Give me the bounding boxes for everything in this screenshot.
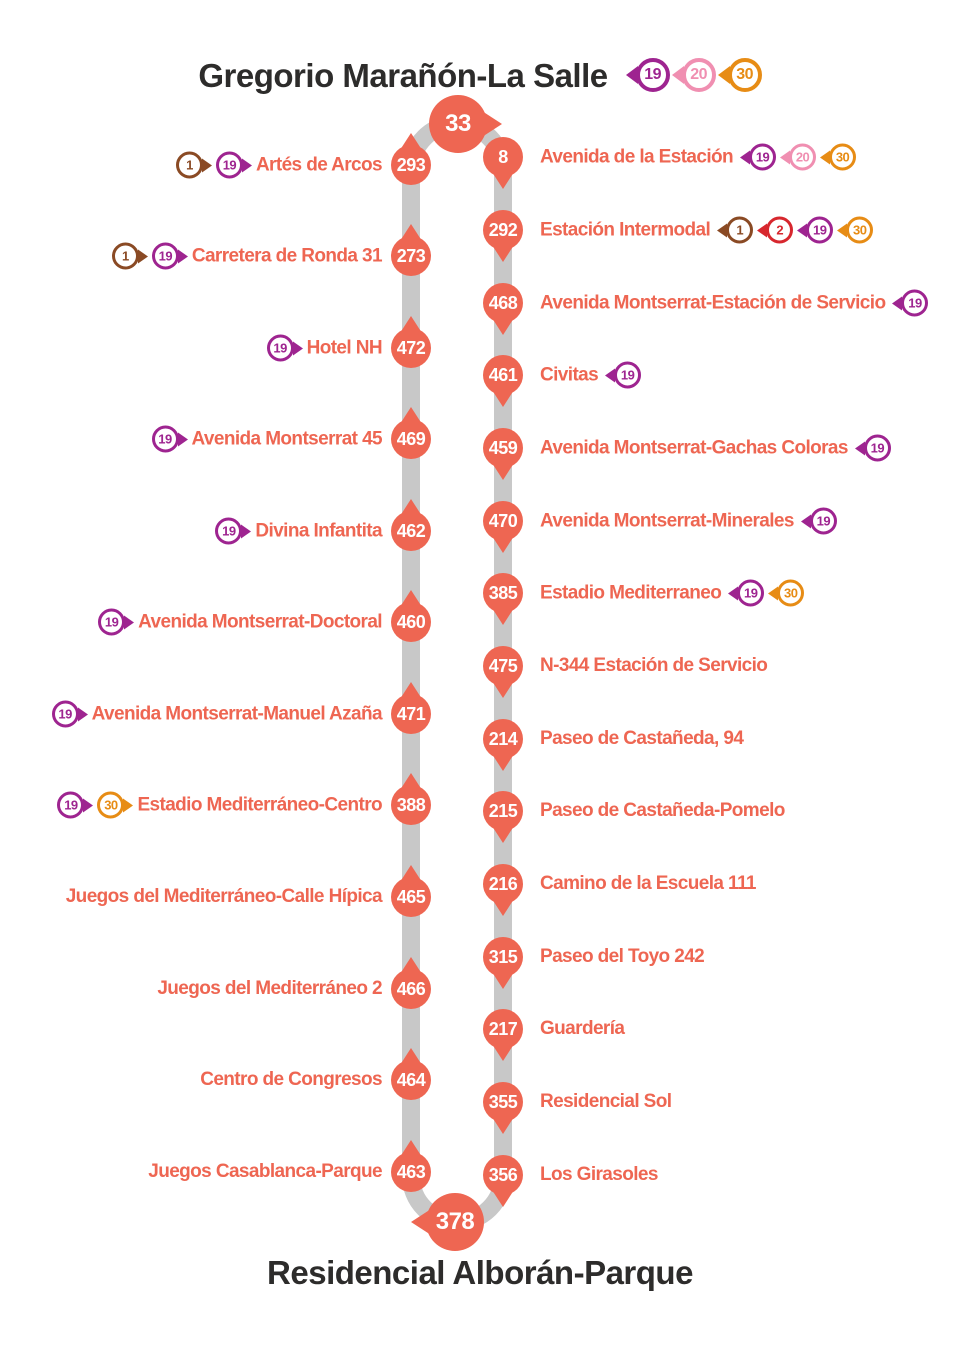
- line-19-badge: 19: [809, 507, 837, 535]
- stop-pin-472: 472: [391, 328, 431, 368]
- line-19-badge: 19: [266, 334, 294, 362]
- footer-terminus-title: Residencial Alborán-Parque: [267, 1254, 693, 1291]
- stop-name: Avenida Montserrat-Manuel Azaña: [91, 703, 383, 724]
- line-19-badge: 19: [98, 608, 126, 636]
- line-1-badge: 1: [175, 151, 203, 179]
- stop-pin-470: 470: [483, 501, 523, 541]
- stop-name: Estación Intermodal: [540, 219, 711, 240]
- line-19-badge: 19: [57, 791, 85, 819]
- stop-pin-388: 388: [391, 785, 431, 825]
- stop-pin-475: 475: [483, 646, 523, 686]
- stop-name: Civitas: [540, 364, 599, 385]
- line-19-badge: 19: [737, 579, 765, 607]
- line-30-badge: 30: [97, 791, 125, 819]
- header-terminus: Gregorio Marañón-La Salle 19 20 30: [0, 58, 960, 92]
- stop-pin-468: 468: [483, 283, 523, 323]
- line-30-badge: 30: [829, 143, 857, 171]
- line-19-badge: 19: [901, 289, 929, 317]
- stop-name: Artés de Arcos: [255, 154, 383, 175]
- line-19-badge: 19: [614, 361, 642, 389]
- stop-pin-385: 385: [483, 573, 523, 613]
- stop-pin-459: 459: [483, 428, 523, 468]
- stop-name: Estadio Mediterráneo-Centro: [137, 794, 382, 815]
- line-30-badge: 30: [727, 58, 762, 92]
- stop-name: Camino de la Escuela 111: [540, 873, 756, 894]
- stop-pin-466: 466: [391, 969, 431, 1009]
- stop-pin-292: 292: [483, 210, 523, 250]
- stop-pin-293: 293: [391, 145, 431, 185]
- line-1-badge: 1: [111, 242, 139, 270]
- stop-name: Paseo de Castañeda-Pomelo: [540, 800, 785, 821]
- line-19-badge: 19: [635, 58, 670, 92]
- stop-pin-378: 378: [426, 1193, 484, 1251]
- line-19-badge: 19: [863, 434, 891, 462]
- stop-pin-461: 461: [483, 355, 523, 395]
- line-20-badge: 20: [789, 143, 817, 171]
- stop-pin-469: 469: [391, 419, 431, 459]
- stop-pin-215: 215: [483, 791, 523, 831]
- stop-name: N-344 Estación de Servicio: [540, 655, 768, 676]
- stop-name: Avenida Montserrat-Minerales: [540, 510, 794, 531]
- stop-name: Hotel NH: [306, 337, 383, 358]
- stop-name: Los Girasoles: [540, 1164, 658, 1185]
- stop-name: Avenida Montserrat-Estación de Servicio: [540, 292, 886, 313]
- stop-name: Residencial Sol: [540, 1091, 672, 1112]
- line-19-badge: 19: [215, 151, 243, 179]
- line-2-badge: 2: [766, 216, 794, 244]
- line-19-badge: 19: [151, 242, 179, 270]
- stop-name: Carretera de Ronda 31: [191, 245, 383, 266]
- stop-name: Juegos Casablanca-Parque: [148, 1161, 382, 1182]
- stop-pin-33: 33: [429, 95, 487, 153]
- line-19-badge: 19: [215, 517, 243, 545]
- stop-name: Avenida Montserrat-Doctoral: [138, 611, 382, 632]
- stop-pin-214: 214: [483, 719, 523, 759]
- line-30-badge: 30: [846, 216, 874, 244]
- footer-terminus: Residencial Alborán-Parque: [0, 1256, 960, 1289]
- stop-pin-471: 471: [391, 694, 431, 734]
- stop-pin-273: 273: [391, 236, 431, 276]
- stop-pin-462: 462: [391, 511, 431, 551]
- line-19-badge: 19: [151, 425, 179, 453]
- stop-pin-460: 460: [391, 602, 431, 642]
- line-19-badge: 19: [51, 700, 79, 728]
- stop-name: Juegos del Mediterráneo-Calle Hípica: [65, 886, 383, 907]
- line-1-badge: 1: [726, 216, 754, 244]
- stop-name: Centro de Congresos: [200, 1069, 382, 1090]
- stop-name: Divina Infantita: [255, 520, 382, 541]
- stop-pin-315: 315: [483, 937, 523, 977]
- line-20-badge: 20: [681, 58, 716, 92]
- stop-name: Avenida Montserrat 45: [191, 428, 383, 449]
- stop-pin-356: 356: [483, 1155, 523, 1195]
- stop-pin-464: 464: [391, 1060, 431, 1100]
- stop-pin-463: 463: [391, 1152, 431, 1192]
- stop-name: Estadio Mediterraneo: [540, 582, 722, 603]
- line-19-badge: 19: [806, 216, 834, 244]
- stop-name: Guardería: [540, 1018, 625, 1039]
- stop-name: Avenida de la Estación: [540, 146, 734, 167]
- stop-pin-216: 216: [483, 864, 523, 904]
- stop-name: Juegos del Mediterráneo 2: [157, 978, 382, 999]
- line-19-badge: 19: [749, 143, 777, 171]
- stop-name: Paseo de Castañeda, 94: [540, 728, 744, 749]
- stop-name: Paseo del Toyo 242: [540, 946, 705, 967]
- stop-pin-465: 465: [391, 877, 431, 917]
- line-30-badge: 30: [777, 579, 805, 607]
- stop-pin-355: 355: [483, 1082, 523, 1122]
- stop-name: Avenida Montserrat-Gachas Coloras: [540, 437, 848, 458]
- stop-pin-8: 8: [483, 137, 523, 177]
- stop-pin-217: 217: [483, 1009, 523, 1049]
- header-terminus-title: Gregorio Marañón-La Salle: [198, 56, 608, 94]
